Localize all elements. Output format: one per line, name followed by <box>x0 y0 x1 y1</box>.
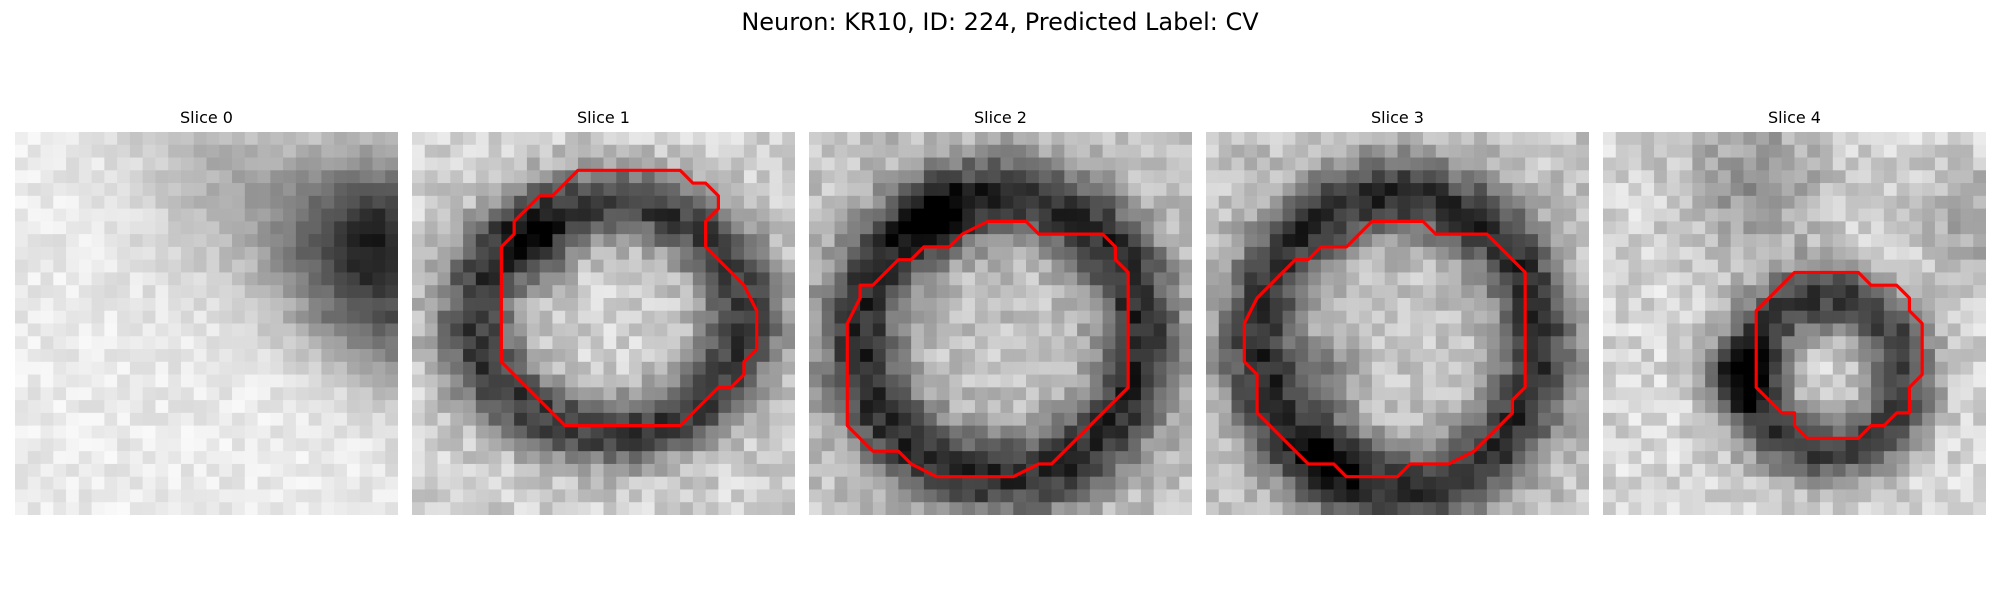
slice-title: Slice 1 <box>577 108 630 127</box>
segmentation-contour <box>499 168 759 428</box>
slice-image-0 <box>15 132 398 515</box>
slice-title: Slice 3 <box>1371 108 1424 127</box>
slice-title: Slice 4 <box>1768 108 1821 127</box>
slice-panel-0: Slice 0 <box>15 108 398 515</box>
slice-title: Slice 2 <box>974 108 1027 127</box>
slice-image-2 <box>809 132 1192 515</box>
slice-panel-4: Slice 4 <box>1603 108 1986 515</box>
segmentation-contour <box>1754 270 1924 440</box>
segmentation-contour <box>1242 219 1527 479</box>
slice-panel-1: Slice 1 <box>412 108 795 515</box>
figure-title: Neuron: KR10, ID: 224, Predicted Label: … <box>741 8 1259 36</box>
slice-image-3 <box>1206 132 1589 515</box>
segmentation-contour <box>845 219 1130 479</box>
slice-image-1 <box>412 132 795 515</box>
slice-panel-3: Slice 3 <box>1206 108 1589 515</box>
slice-image-4 <box>1603 132 1986 515</box>
slice-panel-2: Slice 2 <box>809 108 1192 515</box>
slice-title: Slice 0 <box>180 108 233 127</box>
